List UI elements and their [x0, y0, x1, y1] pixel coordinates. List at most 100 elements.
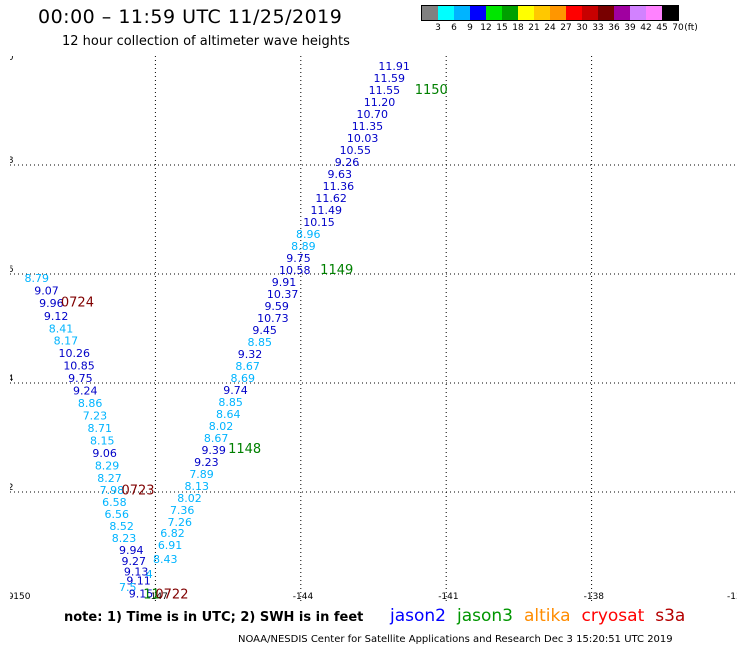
legend-swatches [421, 5, 679, 21]
swh-value: 7.23 [83, 410, 108, 423]
swh-value: 11.59 [374, 72, 406, 85]
legend-label: 15 [496, 23, 508, 33]
pass-time-label: 1149 [320, 263, 353, 278]
satellite-key: jason2 jason3 altika cryosat s3a [390, 606, 696, 626]
swh-value: 11.35 [352, 120, 384, 133]
legend-swatch [438, 6, 454, 20]
color-scale-legend: 3 6 9 12 15 18 21 24 27 30 33 36 39 42 45 70 (ft) [421, 5, 698, 35]
legend-label: 6 [451, 23, 457, 33]
lat-tick-label: 48 [10, 156, 14, 166]
swh-value: 8.23 [112, 532, 137, 545]
page-subtitle: 12 hour collection of altimeter wave hei… [62, 34, 350, 49]
legend-swatch [470, 6, 486, 20]
swh-value: 9.12 [44, 310, 69, 323]
lat-tick-label: 50 [10, 56, 14, 63]
legend-label: 9 [467, 23, 473, 33]
swh-value: 8.96 [296, 228, 321, 241]
swh-value: 6.56 [105, 508, 130, 521]
legend-label: 3 [435, 23, 441, 33]
swh-value: 8.13 [184, 480, 209, 493]
swh-value: 11.91 [378, 60, 410, 73]
legend-swatch [630, 6, 646, 20]
swh-value: 8.67 [235, 360, 260, 373]
swh-value: 9.27 [121, 555, 145, 568]
pass-time-label: 0722 [155, 587, 188, 601]
swh-value: 9.74 [223, 384, 248, 397]
legend-swatch [582, 6, 598, 20]
legend-label: 27 [560, 23, 572, 33]
legend-label: 21 [528, 23, 540, 33]
lon-tick-label: -141 [438, 592, 458, 601]
swh-value: 9.07 [34, 285, 59, 298]
swh-value: 10.26 [58, 347, 90, 360]
swh-value: 7.98 [100, 484, 125, 497]
swh-value: 8.85 [218, 396, 243, 409]
swh-value: 6.82 [160, 527, 185, 540]
swh-value: 9.59 [264, 300, 289, 313]
satellite-altika: altika [524, 606, 571, 626]
swh-value: 6.91 [158, 539, 183, 552]
swh-value: 10.15 [303, 216, 335, 229]
pass-time-label: 1150 [415, 83, 448, 98]
swh-value: 8.02 [209, 420, 234, 433]
swh-value: 11.55 [369, 84, 401, 97]
legend-label: 39 [624, 23, 636, 33]
lat-lon-grid [10, 56, 737, 601]
swh-value: 9.24 [73, 384, 98, 397]
legend-label: 70 [672, 23, 684, 33]
swh-value: 8.89 [291, 240, 316, 253]
swh-value: 8.41 [49, 322, 73, 335]
lat-tick-label: 44 [10, 374, 14, 384]
swh-value: 10.55 [340, 144, 372, 157]
legend-label: 33 [592, 23, 604, 33]
swh-value: 9.11 [126, 575, 151, 588]
swh-value: 7.36 [170, 504, 195, 517]
legend-swatch [614, 6, 630, 20]
legend-swatch [486, 6, 502, 20]
lon-tick-label: -147 [147, 592, 167, 601]
swh-value: 7.5 [119, 581, 137, 594]
legend-label: 30 [576, 23, 588, 33]
pass-time-label: 1148 [228, 442, 261, 457]
swh-value: 9.26 [335, 156, 360, 169]
swh-value: 9.94 [119, 544, 144, 557]
swh-value: 8.17 [54, 334, 78, 347]
legend-swatch [646, 6, 662, 20]
legend-label: 45 [656, 23, 668, 33]
swh-value: 9.63 [327, 168, 352, 181]
legend-swatch [454, 6, 470, 20]
legend-swatch [422, 6, 438, 20]
swh-value: 11.20 [364, 96, 396, 109]
lon-tick-label: -144 [293, 592, 314, 601]
satellite-jason3: jason3 [457, 606, 513, 626]
swh-value: 10.70 [357, 108, 389, 121]
legend-swatch [598, 6, 614, 20]
swh-value: 9.13 [124, 565, 149, 578]
legend-swatch [662, 6, 678, 20]
lon-tick-label: -150 [10, 592, 31, 601]
swh-value: 7.89 [189, 468, 214, 481]
legend-label: 24 [544, 23, 556, 33]
swh-value: 4 [146, 568, 153, 581]
pass-time-label: 0724 [61, 296, 94, 311]
swh-value: 8.29 [95, 460, 120, 473]
swh-value: 9.96 [39, 297, 64, 310]
swh-value: 10.73 [257, 312, 289, 325]
legend-swatch [534, 6, 550, 20]
lon-tick-label: -138 [584, 592, 605, 601]
legend-swatch [566, 6, 582, 20]
swh-value: 9.75 [286, 252, 311, 265]
swh-value: 6.58 [102, 496, 127, 509]
wave-height-map: -150 -147 -144 -141 -138 -135 40 42 44 46 48 50 8.7… [10, 56, 737, 601]
legend-swatch [518, 6, 534, 20]
swh-value: 10.85 [63, 359, 95, 372]
swh-value: 8.67 [204, 432, 229, 445]
pass-time-label: 11 [143, 587, 160, 601]
legend-label: 12 [480, 23, 492, 33]
swh-value: 8.02 [177, 492, 202, 505]
footer-note: note: 1) Time is in UTC; 2) SWH is in fe… [64, 610, 364, 625]
satellite-s3a: s3a [655, 606, 686, 626]
satellite-jason2: jason2 [390, 606, 446, 626]
lon-tick-label: -135 [727, 592, 737, 601]
swh-value: 9.32 [238, 348, 263, 361]
